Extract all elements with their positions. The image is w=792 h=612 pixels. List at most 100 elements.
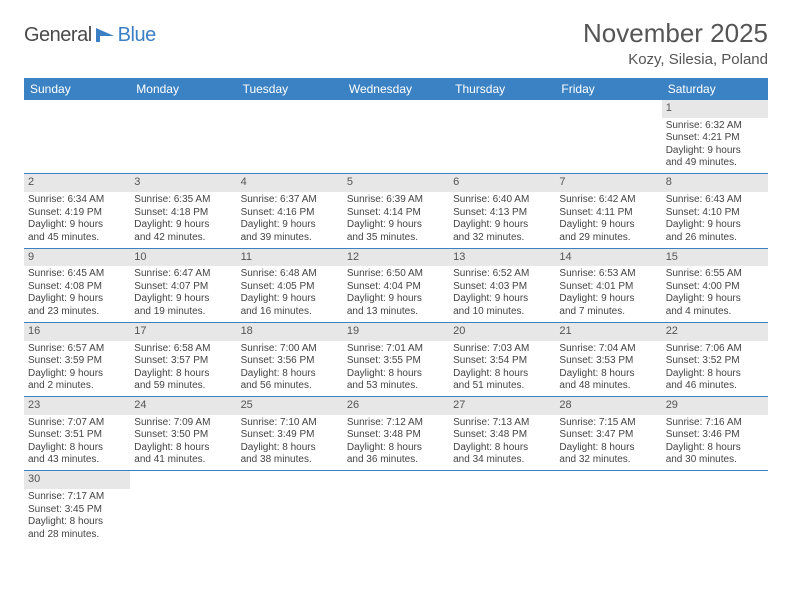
day-number — [343, 471, 449, 489]
day-number: 30 — [24, 471, 130, 489]
day-cell: Sunrise: 7:03 AMSunset: 3:54 PMDaylight:… — [449, 341, 555, 397]
cell-day2: and 16 minutes. — [241, 306, 339, 319]
day-cell: Sunrise: 6:55 AMSunset: 4:00 PMDaylight:… — [662, 266, 768, 322]
logo-text-general: General — [24, 24, 92, 47]
day-header: Monday — [130, 78, 236, 100]
day-cell — [130, 489, 236, 545]
cell-sunset: Sunset: 4:19 PM — [28, 207, 126, 220]
cell-day2: and 42 minutes. — [134, 232, 232, 245]
cell-sunset: Sunset: 4:18 PM — [134, 207, 232, 220]
cell-sunset: Sunset: 4:00 PM — [666, 281, 764, 294]
cell-day2: and 4 minutes. — [666, 306, 764, 319]
cell-sunset: Sunset: 3:50 PM — [134, 429, 232, 442]
cell-day1: Daylight: 9 hours — [241, 219, 339, 232]
day-number: 13 — [449, 248, 555, 266]
day-cell: Sunrise: 6:43 AMSunset: 4:10 PMDaylight:… — [662, 192, 768, 248]
cell-day2: and 56 minutes. — [241, 380, 339, 393]
cell-day2: and 32 minutes. — [559, 454, 657, 467]
day-cell: Sunrise: 6:37 AMSunset: 4:16 PMDaylight:… — [237, 192, 343, 248]
cell-sunrise: Sunrise: 7:03 AM — [453, 343, 551, 356]
day-cell: Sunrise: 7:10 AMSunset: 3:49 PMDaylight:… — [237, 415, 343, 471]
day-number: 6 — [449, 174, 555, 192]
day-number: 21 — [555, 322, 661, 340]
cell-sunrise: Sunrise: 7:04 AM — [559, 343, 657, 356]
cell-sunrise: Sunrise: 6:55 AM — [666, 268, 764, 281]
cell-sunrise: Sunrise: 6:57 AM — [28, 343, 126, 356]
day-number: 27 — [449, 397, 555, 415]
cell-day1: Daylight: 8 hours — [347, 442, 445, 455]
cell-day1: Daylight: 8 hours — [559, 442, 657, 455]
day-number — [662, 471, 768, 489]
day-header: Wednesday — [343, 78, 449, 100]
cell-sunrise: Sunrise: 6:53 AM — [559, 268, 657, 281]
day-cell: Sunrise: 7:17 AMSunset: 3:45 PMDaylight:… — [24, 489, 130, 545]
cell-sunrise: Sunrise: 6:42 AM — [559, 194, 657, 207]
cell-day2: and 39 minutes. — [241, 232, 339, 245]
flag-icon — [96, 28, 116, 44]
day-number: 12 — [343, 248, 449, 266]
day-cell — [449, 489, 555, 545]
cell-sunset: Sunset: 4:21 PM — [666, 132, 764, 145]
day-cell — [662, 489, 768, 545]
cell-day1: Daylight: 9 hours — [28, 219, 126, 232]
day-cell: Sunrise: 6:48 AMSunset: 4:05 PMDaylight:… — [237, 266, 343, 322]
month-title: November 2025 — [583, 18, 768, 49]
day-header-row: Sunday Monday Tuesday Wednesday Thursday… — [24, 78, 768, 100]
cell-sunrise: Sunrise: 6:58 AM — [134, 343, 232, 356]
day-number: 20 — [449, 322, 555, 340]
day-cell: Sunrise: 6:57 AMSunset: 3:59 PMDaylight:… — [24, 341, 130, 397]
cell-sunrise: Sunrise: 7:01 AM — [347, 343, 445, 356]
cell-day1: Daylight: 9 hours — [666, 293, 764, 306]
cell-sunrise: Sunrise: 7:09 AM — [134, 417, 232, 430]
cell-day2: and 13 minutes. — [347, 306, 445, 319]
cell-day2: and 35 minutes. — [347, 232, 445, 245]
cell-sunrise: Sunrise: 6:52 AM — [453, 268, 551, 281]
cell-day1: Daylight: 8 hours — [559, 368, 657, 381]
day-number: 7 — [555, 174, 661, 192]
cell-day1: Daylight: 9 hours — [134, 219, 232, 232]
cell-sunset: Sunset: 3:54 PM — [453, 355, 551, 368]
day-cell: Sunrise: 7:12 AMSunset: 3:48 PMDaylight:… — [343, 415, 449, 471]
cell-sunrise: Sunrise: 6:50 AM — [347, 268, 445, 281]
day-number — [449, 100, 555, 118]
day-header: Sunday — [24, 78, 130, 100]
day-cell — [555, 118, 661, 174]
day-number: 24 — [130, 397, 236, 415]
cell-day2: and 45 minutes. — [28, 232, 126, 245]
day-cell: Sunrise: 7:16 AMSunset: 3:46 PMDaylight:… — [662, 415, 768, 471]
day-number — [555, 100, 661, 118]
day-number: 5 — [343, 174, 449, 192]
cell-sunrise: Sunrise: 7:16 AM — [666, 417, 764, 430]
day-number: 8 — [662, 174, 768, 192]
day-number — [130, 471, 236, 489]
day-number: 17 — [130, 322, 236, 340]
cell-day1: Daylight: 8 hours — [666, 368, 764, 381]
cell-sunset: Sunset: 3:49 PM — [241, 429, 339, 442]
content-row: Sunrise: 6:45 AMSunset: 4:08 PMDaylight:… — [24, 266, 768, 322]
day-number: 11 — [237, 248, 343, 266]
day-number — [237, 471, 343, 489]
cell-day1: Daylight: 9 hours — [559, 219, 657, 232]
cell-sunrise: Sunrise: 6:39 AM — [347, 194, 445, 207]
cell-sunrise: Sunrise: 6:32 AM — [666, 120, 764, 133]
cell-sunrise: Sunrise: 7:10 AM — [241, 417, 339, 430]
cell-day1: Daylight: 9 hours — [347, 293, 445, 306]
day-number: 3 — [130, 174, 236, 192]
cell-sunrise: Sunrise: 7:13 AM — [453, 417, 551, 430]
day-number — [130, 100, 236, 118]
day-cell: Sunrise: 6:42 AMSunset: 4:11 PMDaylight:… — [555, 192, 661, 248]
cell-sunset: Sunset: 3:53 PM — [559, 355, 657, 368]
cell-day2: and 34 minutes. — [453, 454, 551, 467]
day-number — [24, 100, 130, 118]
cell-day1: Daylight: 9 hours — [347, 219, 445, 232]
cell-day2: and 2 minutes. — [28, 380, 126, 393]
daynum-row: 9101112131415 — [24, 248, 768, 266]
day-number: 10 — [130, 248, 236, 266]
cell-day2: and 38 minutes. — [241, 454, 339, 467]
cell-day2: and 46 minutes. — [666, 380, 764, 393]
cell-day1: Daylight: 9 hours — [666, 219, 764, 232]
cell-day1: Daylight: 8 hours — [347, 368, 445, 381]
day-header: Friday — [555, 78, 661, 100]
logo: General Blue — [24, 24, 156, 47]
cell-day1: Daylight: 8 hours — [453, 442, 551, 455]
